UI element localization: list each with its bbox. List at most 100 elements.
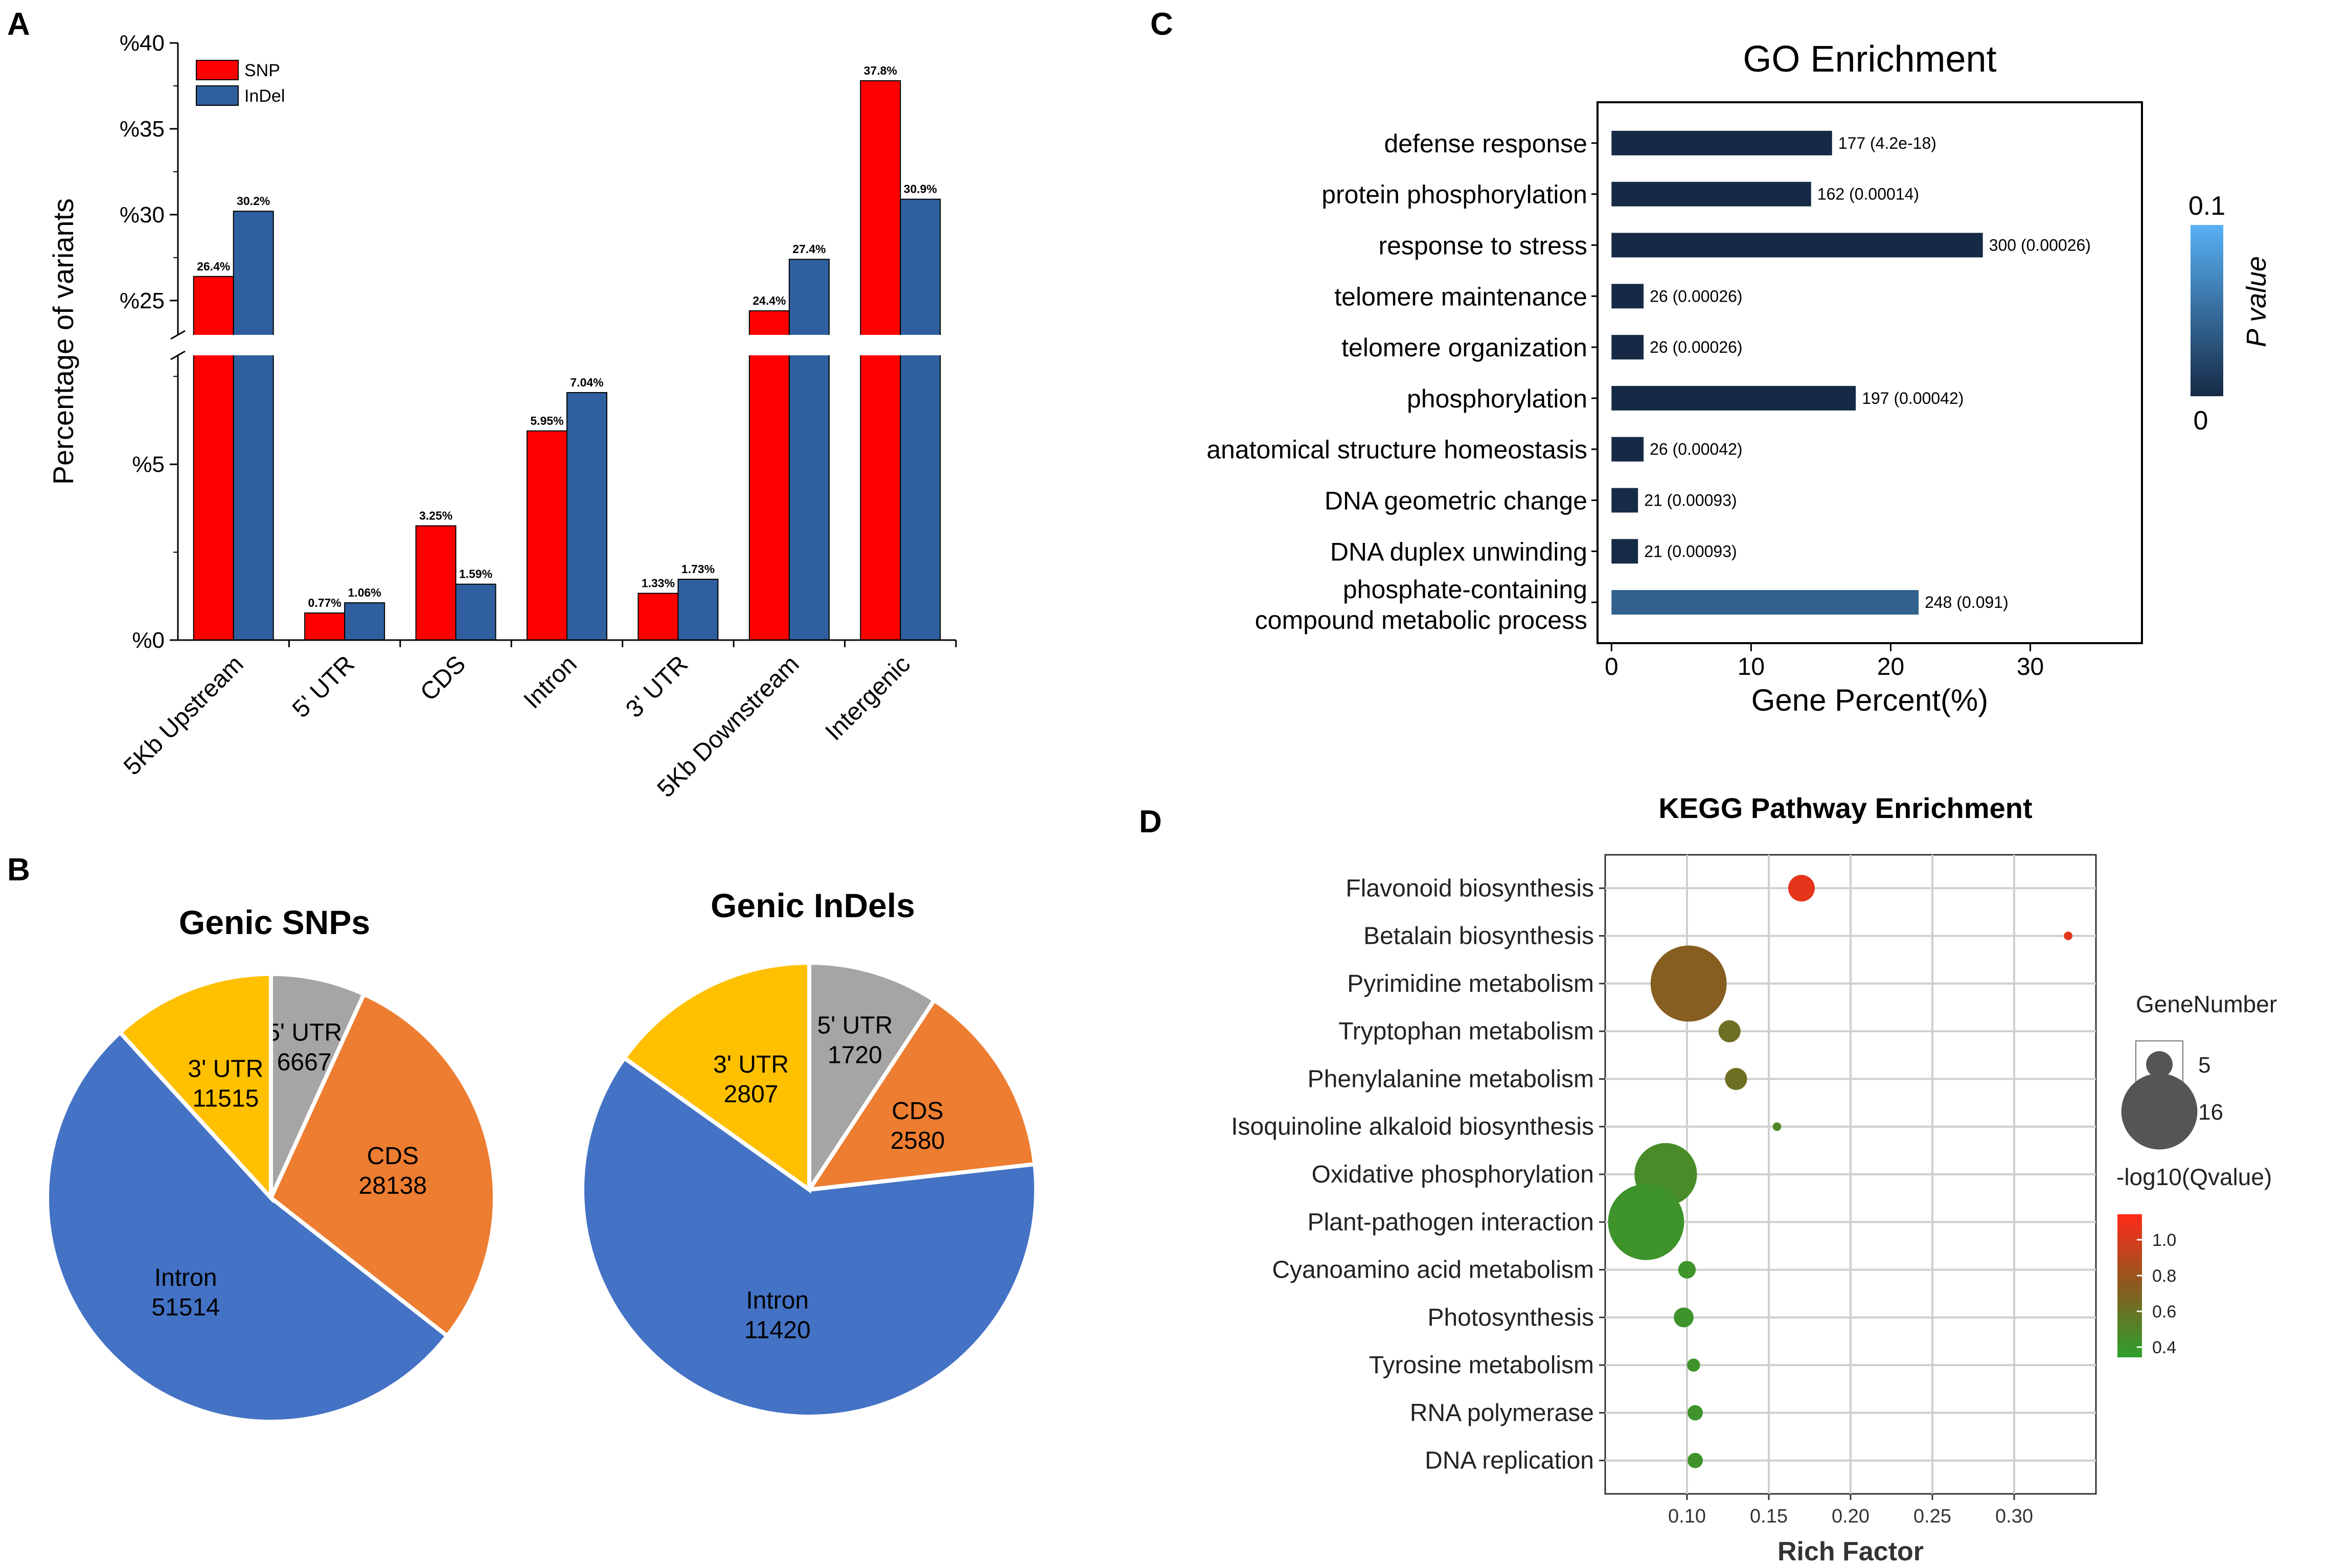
go-term-label: telomere organization xyxy=(1341,333,1587,362)
x-tick-label-intergenic: Intergenic xyxy=(820,650,916,746)
data-label-indel-5kb-downstream: 27.4% xyxy=(792,242,826,256)
bar-snp-intergenic xyxy=(860,80,901,641)
pathway-label: DNA replication xyxy=(1425,1447,1594,1474)
go-bar-label: 26 (0.00026) xyxy=(1650,287,1742,305)
panel-letter-c: C xyxy=(1150,7,1173,42)
bar-snp-5kb-upstream xyxy=(193,276,234,641)
go-bar-phosphorylation xyxy=(1611,385,1856,411)
x-tick-label: 30 xyxy=(2017,653,2044,680)
data-label-snp-5-utr: 0.77% xyxy=(308,596,341,609)
bar-indel-5-utr xyxy=(344,602,385,641)
pie-label-intron: Intron xyxy=(746,1287,809,1314)
pie-label-cds: CDS xyxy=(367,1143,419,1170)
pie-label-5-utr: 5' UTR xyxy=(266,1019,342,1046)
panel-letter-a: A xyxy=(7,7,30,42)
bar-indel-intron xyxy=(566,392,607,641)
go-term-label: response to stress xyxy=(1378,231,1587,260)
go-bar-label: 21 (0.00093) xyxy=(1644,491,1737,510)
bubble-tryptophan-metabolism xyxy=(1718,1020,1741,1042)
go-term-label: compound metabolic process xyxy=(1255,606,1587,634)
go-term-label: DNA geometric change xyxy=(1325,487,1587,515)
x-tick-label: 0 xyxy=(1605,653,1618,680)
bar-snp-intron xyxy=(527,430,567,641)
pie-slice-intron xyxy=(580,1055,1038,1419)
pie-value-intron: 11420 xyxy=(744,1317,811,1344)
data-label-snp-intron: 5.95% xyxy=(530,414,563,427)
go-bar-dna-duplex-unwinding xyxy=(1611,539,1638,564)
pathway-label: Phenylalanine metabolism xyxy=(1308,1065,1594,1093)
pathway-label: Tyrosine metabolism xyxy=(1369,1352,1594,1379)
panel-letter-b: B xyxy=(7,852,30,888)
y-tick-label: %0 xyxy=(132,628,165,653)
bubble-flavonoid-biosynthesis xyxy=(1788,875,1815,902)
pie-value-5-utr: 1720 xyxy=(828,1041,882,1069)
colorbar-tick-label: 0.6 xyxy=(2152,1302,2176,1322)
go-bar-protein-phosphorylation xyxy=(1611,181,1811,207)
bubble-dna-replication xyxy=(1688,1452,1703,1468)
go-bar-label: 26 (0.00026) xyxy=(1650,338,1742,356)
pathway-label: Oxidative phosphorylation xyxy=(1312,1161,1594,1188)
chart-title-kegg: KEGG Pathway Enrichment xyxy=(1658,792,2032,824)
pie-title-genic-snps: Genic SNPs xyxy=(179,903,370,941)
colorbar-min-label: 0 xyxy=(2194,406,2208,436)
pathway-label: Pyrimidine metabolism xyxy=(1347,970,1594,997)
x-axis-title: Gene Percent(%) xyxy=(1751,683,1989,717)
size-legend-title: GeneNumber xyxy=(2136,991,2277,1017)
data-label-indel-3-utr: 1.73% xyxy=(681,562,715,576)
x-tick-label-3-utr: 3' UTR xyxy=(621,650,693,723)
pie-slice-3-utr xyxy=(621,960,811,1194)
x-tick-label: 10 xyxy=(1738,653,1765,680)
go-term-label: protein phosphorylation xyxy=(1321,180,1587,209)
x-axis-title: Rich Factor xyxy=(1777,1537,1924,1566)
panel-c-go-enrichment: GO Enrichment 177 (4.2e-18) defense respon… xyxy=(1206,39,2272,717)
data-label-indel-5kb-upstream: 30.2% xyxy=(237,194,270,208)
bubble-cyanoamino-acid-metabolism xyxy=(1678,1261,1696,1279)
data-label-snp-5kb-downstream: 24.4% xyxy=(752,294,786,307)
y-tick-label: %30 xyxy=(120,202,165,228)
color-legend-title: -log10(Qvalue) xyxy=(2116,1164,2272,1190)
data-label-snp-intergenic: 37.8% xyxy=(864,64,897,77)
data-label-snp-3-utr: 1.33% xyxy=(642,577,675,590)
go-bar-anatomical-structure-homeostasis xyxy=(1611,437,1644,462)
size-legend-circle-16 xyxy=(2121,1073,2198,1150)
data-label-indel-intron: 7.04% xyxy=(570,376,603,389)
bar-snp-3-utr xyxy=(637,593,679,641)
go-bar-dna-geometric-change xyxy=(1611,488,1638,513)
size-legend-label: 16 xyxy=(2198,1100,2223,1125)
pie-title-genic-indels: Genic InDels xyxy=(711,887,915,924)
bubble-photosynthesis xyxy=(1674,1307,1694,1328)
colorbar-tick-label: 1.0 xyxy=(2152,1231,2176,1250)
pathway-label: Plant-pathogen interaction xyxy=(1308,1209,1594,1236)
pie-value-3-utr: 11515 xyxy=(192,1085,259,1112)
bubble-phenylalanine-metabolism xyxy=(1725,1067,1747,1090)
pie-label-5-utr: 5' UTR xyxy=(817,1012,893,1039)
bubble-betalain-biosynthesis xyxy=(2064,931,2073,940)
colorbar-tick-label: 0.8 xyxy=(2152,1266,2176,1286)
go-bar-label: 21 (0.00093) xyxy=(1644,542,1737,560)
x-tick-label: 0.10 xyxy=(1668,1506,1706,1527)
colorbar-tick-label: 0.4 xyxy=(2152,1338,2176,1357)
go-bar-label: 26 (0.00042) xyxy=(1650,440,1742,459)
pie-value-cds: 28138 xyxy=(359,1172,427,1199)
go-bar-label: 300 (0.00026) xyxy=(1989,236,2091,254)
bubble-plant-pathogen-interaction xyxy=(1608,1184,1684,1260)
pie-slice-3-utr xyxy=(117,971,273,1203)
panel-letter-d: D xyxy=(1139,804,1162,839)
go-bar-defense-response xyxy=(1611,130,1832,155)
data-label-indel-5-utr: 1.06% xyxy=(348,586,381,599)
axis-break-gap xyxy=(173,335,961,355)
y-axis-title: Percentage of variants xyxy=(47,198,79,485)
pie-slice-5-utr xyxy=(807,960,938,1197)
legend-swatch-indel xyxy=(196,85,239,106)
go-term-label: phosphate-containing xyxy=(1343,575,1587,604)
pie-value-5-utr: 6667 xyxy=(277,1049,332,1076)
x-tick-label: 0.25 xyxy=(1913,1506,1951,1527)
go-bar-label: 162 (0.00014) xyxy=(1817,185,1919,203)
bubble-rna-polymerase xyxy=(1688,1405,1703,1421)
bar-indel-5kb-downstream xyxy=(788,259,830,641)
go-bar-label: 177 (4.2e-18) xyxy=(1838,134,1936,152)
pie-label-intron: Intron xyxy=(154,1264,217,1291)
y-tick-label: %35 xyxy=(120,117,165,142)
pathway-label: Cyanoamino acid metabolism xyxy=(1272,1257,1594,1284)
